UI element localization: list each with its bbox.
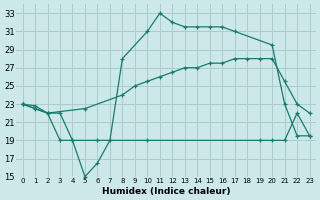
- X-axis label: Humidex (Indice chaleur): Humidex (Indice chaleur): [102, 187, 230, 196]
